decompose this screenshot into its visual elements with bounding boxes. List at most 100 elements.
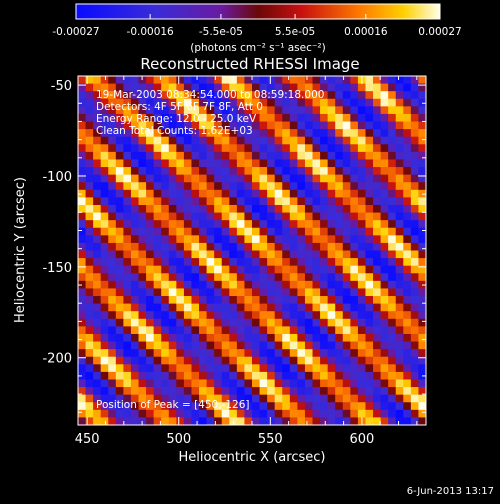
heatmap-cell	[236, 106, 246, 115]
heatmap-cell	[146, 167, 155, 176]
heatmap-cell	[168, 106, 177, 115]
heatmap-cell	[267, 356, 276, 365]
heatmap-cell	[123, 387, 132, 396]
heatmap-cell	[214, 235, 223, 244]
heatmap-cell	[221, 220, 230, 229]
heatmap-cell	[183, 136, 193, 145]
heatmap-cell	[138, 265, 147, 274]
heatmap-cell	[138, 129, 147, 138]
heatmap-cell	[403, 220, 412, 229]
heatmap-cell	[395, 235, 404, 244]
heatmap-cell	[289, 311, 298, 320]
heatmap-cell	[312, 144, 321, 153]
heatmap-cell	[115, 144, 124, 153]
heatmap-cell	[138, 106, 147, 115]
heatmap-cell	[342, 280, 351, 290]
heatmap-cell	[380, 311, 389, 320]
heatmap-cell	[259, 235, 268, 244]
heatmap-cell	[161, 333, 170, 343]
heatmap-cell	[214, 296, 223, 305]
heatmap-cell	[100, 76, 109, 85]
heatmap-cell	[199, 394, 208, 403]
heatmap-cell	[183, 288, 193, 297]
heatmap-cell	[244, 387, 253, 396]
heatmap-cell	[252, 250, 261, 259]
heatmap-cell	[146, 212, 155, 221]
heatmap-cell	[123, 280, 132, 290]
heatmap-cell	[418, 364, 426, 373]
heatmap-cell	[229, 189, 238, 198]
heatmap-cell	[357, 258, 367, 267]
heatmap-cell	[335, 227, 344, 236]
heatmap-cell	[365, 83, 374, 92]
heatmap-cell	[115, 159, 124, 168]
heatmap-cell	[130, 371, 140, 381]
heatmap-cell	[388, 121, 397, 130]
heatmap-cell	[289, 83, 298, 92]
heatmap-cell	[304, 387, 314, 396]
heatmap-cell	[168, 387, 177, 396]
heatmap-cell	[410, 76, 420, 85]
heatmap-cell	[100, 136, 109, 145]
heatmap-cell	[357, 212, 367, 221]
heatmap-cell	[123, 417, 132, 425]
heatmap-cell	[199, 417, 208, 425]
heatmap-cell	[304, 182, 314, 191]
heatmap-cell	[138, 333, 147, 343]
heatmap-cell	[357, 204, 367, 214]
heatmap-cell	[146, 258, 155, 267]
heatmap-cell	[108, 98, 117, 107]
heatmap-cell	[388, 212, 397, 221]
heatmap-cell	[206, 318, 215, 327]
heatmap-cell	[403, 212, 412, 221]
heatmap-cell	[176, 250, 185, 259]
heatmap-cell	[282, 296, 291, 305]
heatmap-cell	[388, 296, 397, 305]
heatmap-cell	[350, 167, 359, 176]
heatmap-cell	[130, 409, 140, 419]
heatmap-cell	[78, 379, 87, 388]
heatmap-cell	[229, 220, 238, 229]
heatmap-cell	[380, 212, 389, 221]
heatmap-cell	[214, 91, 223, 100]
heatmap-cell	[289, 129, 298, 138]
heatmap-cell	[259, 409, 268, 419]
heatmap-cell	[418, 235, 426, 244]
heatmap-cell	[282, 417, 291, 425]
heatmap-cell	[93, 409, 102, 419]
heatmap-cell	[85, 409, 94, 419]
heatmap-cell	[395, 349, 404, 358]
heatmap-cell	[206, 356, 215, 365]
heatmap-cell	[229, 144, 238, 153]
heatmap-cell	[214, 197, 223, 206]
heatmap-cell	[342, 235, 351, 244]
heatmap-cell	[221, 371, 230, 381]
heatmap-cell	[229, 280, 238, 290]
heatmap-cell	[403, 167, 412, 176]
heatmap-cell	[365, 364, 374, 373]
heatmap-cell	[191, 349, 200, 358]
y-tick-label: -50	[51, 79, 72, 94]
heatmap-cell	[267, 258, 276, 267]
heatmap-cell	[93, 311, 102, 320]
heatmap-cell	[267, 387, 276, 396]
heatmap-cell	[108, 311, 117, 320]
heatmap-cell	[410, 83, 420, 92]
heatmap-cell	[199, 144, 208, 153]
heatmap-cell	[108, 333, 117, 343]
heatmap-cell	[282, 182, 291, 191]
heatmap-cell	[138, 167, 147, 176]
heatmap-cell	[100, 364, 109, 373]
heatmap-cell	[380, 91, 389, 100]
heatmap-cell	[221, 227, 230, 236]
heatmap-cell	[312, 136, 321, 145]
heatmap-cell	[244, 167, 253, 176]
heatmap-cell	[327, 121, 336, 130]
heatmap-cell	[327, 242, 336, 252]
heatmap-cell	[236, 349, 246, 358]
heatmap-cell	[78, 174, 87, 183]
heatmap-cell	[244, 151, 253, 161]
heatmap-cell	[221, 394, 230, 403]
heatmap-cell	[168, 258, 177, 267]
heatmap-cell	[191, 371, 200, 381]
